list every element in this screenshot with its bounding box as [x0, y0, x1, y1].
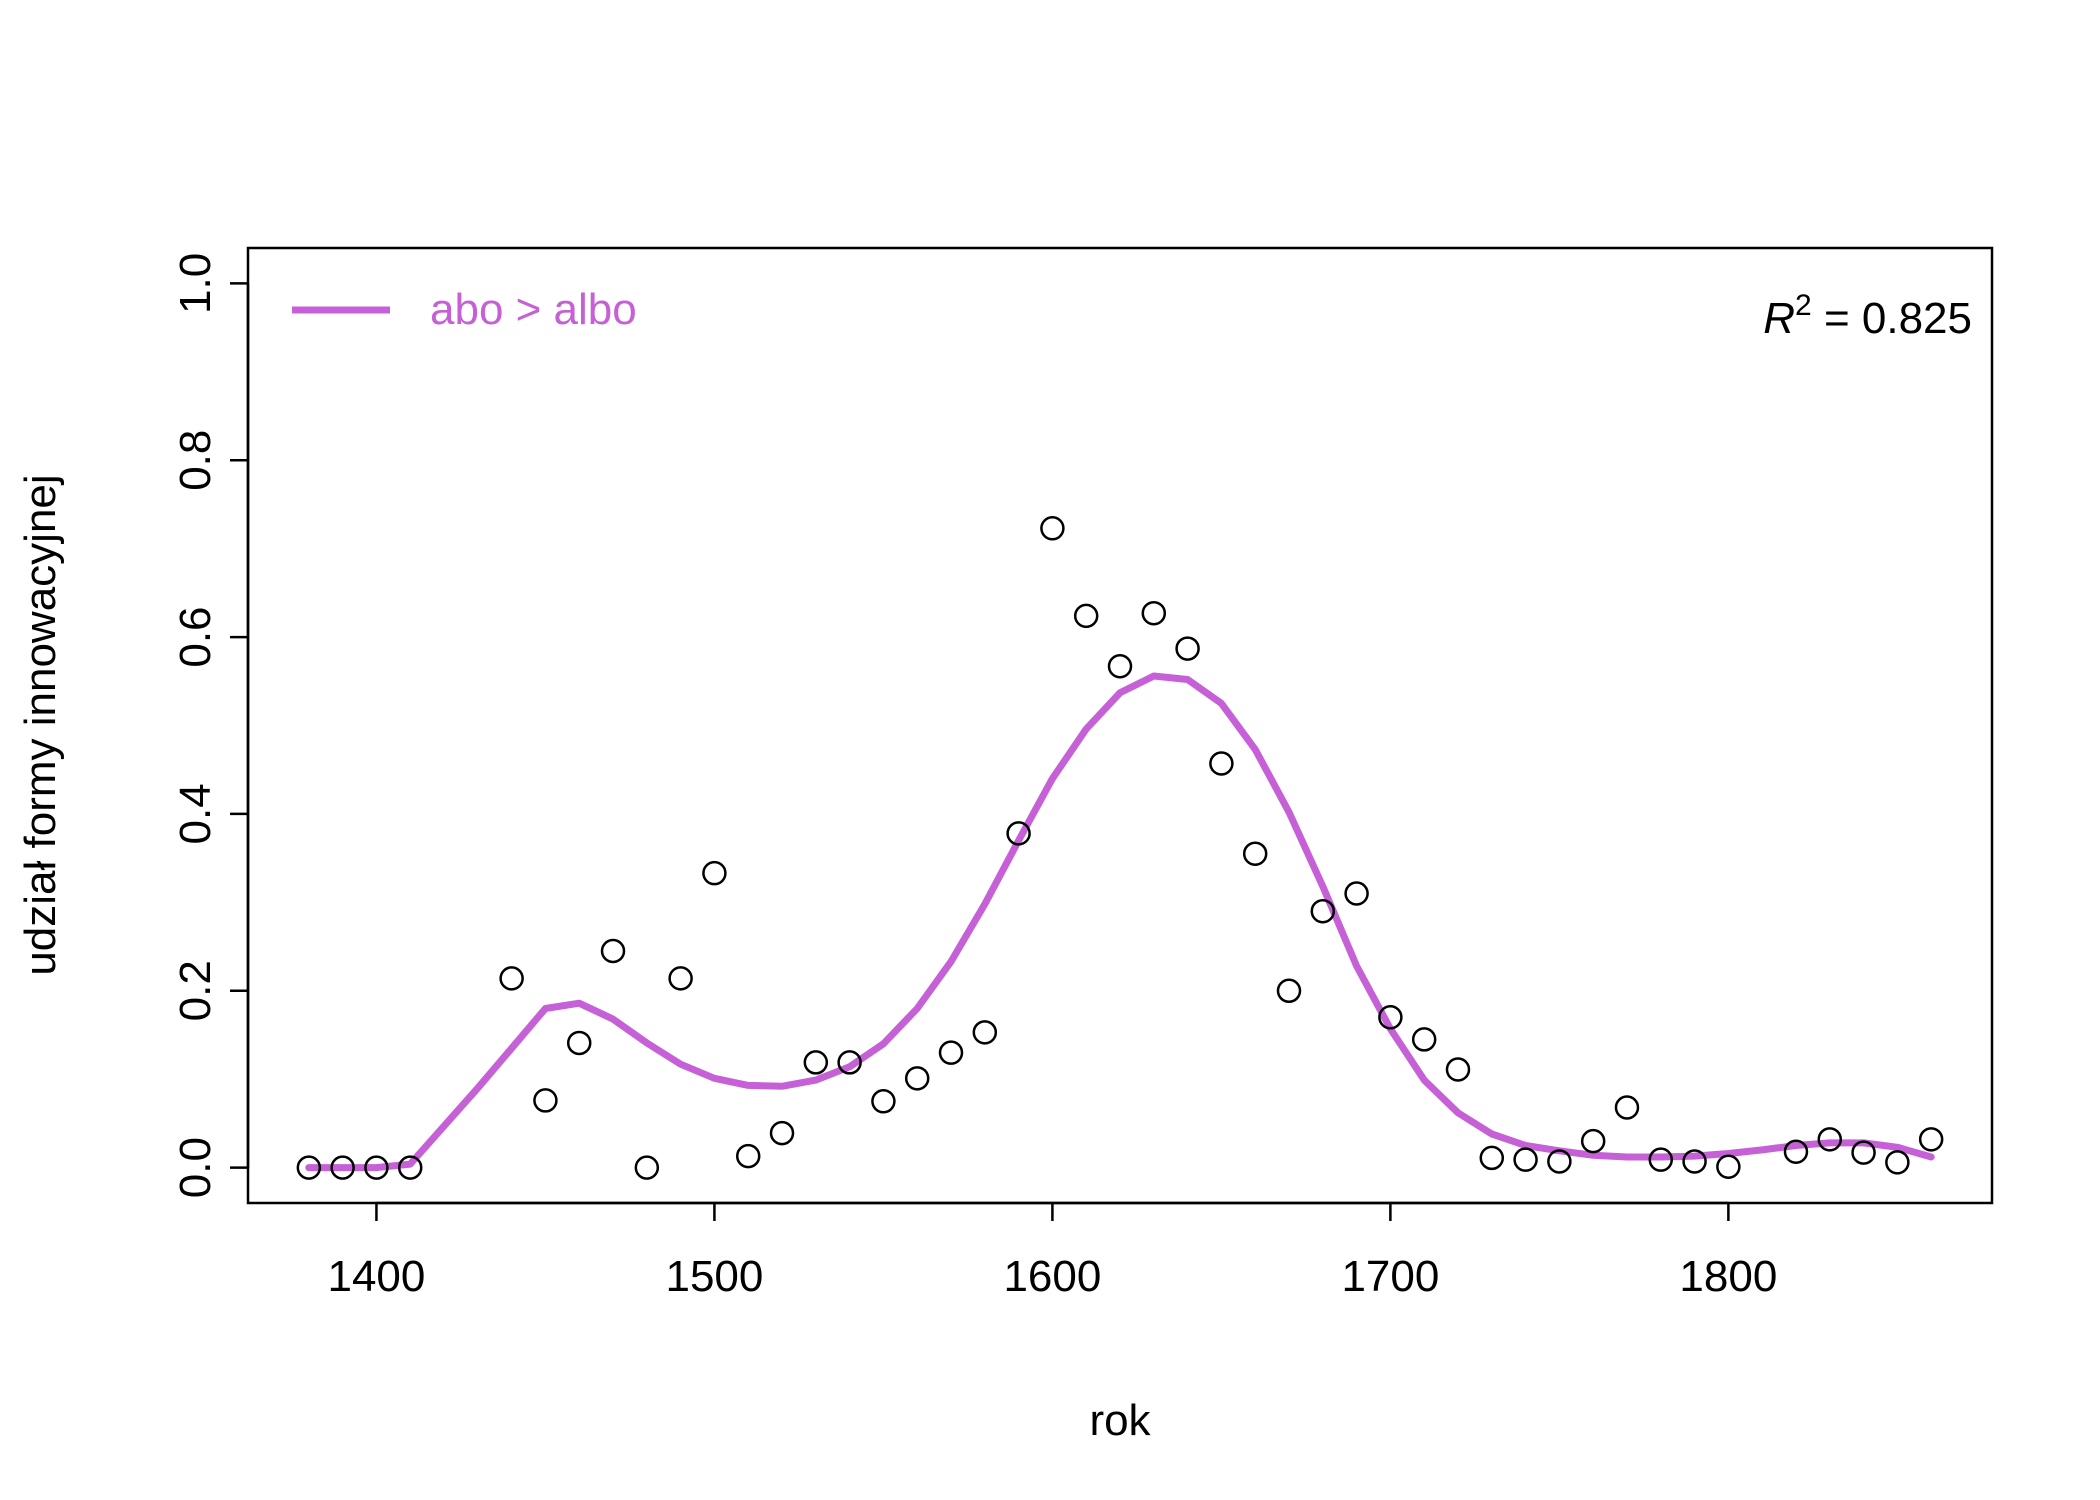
data-point [803, 1050, 829, 1075]
data-point [1614, 1095, 1640, 1120]
r-squared-annotation: R2 = 0.825 [1763, 289, 1972, 343]
data-point [1175, 636, 1200, 661]
data-point [1378, 1005, 1403, 1030]
data-point [1783, 1139, 1809, 1164]
data-point [1445, 1057, 1471, 1082]
data-point [1073, 603, 1099, 629]
x-axis: 1400 1500 1600 1700 1800 [327, 1201, 1777, 1301]
data-point [1716, 1154, 1741, 1179]
data-point [1411, 1027, 1437, 1052]
data-point [1040, 516, 1065, 541]
data-point [1276, 978, 1302, 1004]
data-point [533, 1088, 558, 1113]
data-point [330, 1155, 355, 1180]
y-tick-label: 1.0 [171, 253, 220, 314]
data-point [1547, 1149, 1572, 1174]
data-point [296, 1155, 322, 1180]
legend-label: abo > albo [430, 285, 637, 334]
data-point [702, 860, 727, 886]
data-points [296, 516, 1944, 1180]
data-point [904, 1066, 930, 1091]
y-tick-label: 0.6 [171, 606, 220, 667]
data-point [1107, 654, 1133, 679]
x-tick-label: 1800 [1679, 1252, 1777, 1301]
data-point [364, 1155, 389, 1180]
y-axis: 0.0 0.2 0.4 0.6 0.8 1.0 [171, 253, 250, 1198]
data-point [1006, 821, 1031, 846]
data-point [1479, 1145, 1505, 1171]
data-point [1648, 1147, 1674, 1172]
y-tick-label: 0.0 [171, 1137, 220, 1198]
data-point [600, 938, 626, 964]
plot-frame [246, 246, 1994, 1205]
data-point [837, 1050, 862, 1075]
data-point [769, 1120, 795, 1146]
data-point [668, 966, 693, 991]
data-point [972, 1020, 998, 1045]
data-point [566, 1030, 592, 1056]
y-tick-label: 0.8 [171, 430, 220, 491]
data-point [1851, 1140, 1876, 1165]
y-tick-label: 0.2 [171, 960, 220, 1021]
data-point [1918, 1127, 1944, 1152]
data-point [1242, 841, 1268, 866]
data-point [1817, 1127, 1843, 1152]
data-point [1344, 881, 1369, 906]
data-point [871, 1089, 896, 1114]
data-point [1310, 898, 1336, 924]
y-tick-label: 0.4 [171, 783, 220, 844]
data-point [1885, 1150, 1910, 1175]
data-point [397, 1155, 423, 1180]
data-point [499, 966, 524, 991]
y-axis-label: udział formy innowacyjnej [16, 474, 65, 975]
series-line-abo-albo [305, 672, 1935, 1172]
x-tick-label: 1600 [1003, 1252, 1101, 1301]
data-point [1682, 1149, 1707, 1174]
x-tick-label: 1700 [1341, 1252, 1439, 1301]
data-point [1580, 1128, 1606, 1154]
data-point [1141, 600, 1167, 626]
x-tick-label: 1400 [327, 1252, 425, 1301]
data-point [1513, 1147, 1538, 1172]
data-point [634, 1155, 660, 1180]
data-point [1209, 751, 1234, 776]
data-point [938, 1040, 964, 1065]
legend: abo > albo [292, 285, 637, 334]
x-axis-label: rok [1089, 1396, 1151, 1445]
data-point [735, 1143, 761, 1169]
x-tick-label: 1500 [665, 1252, 763, 1301]
